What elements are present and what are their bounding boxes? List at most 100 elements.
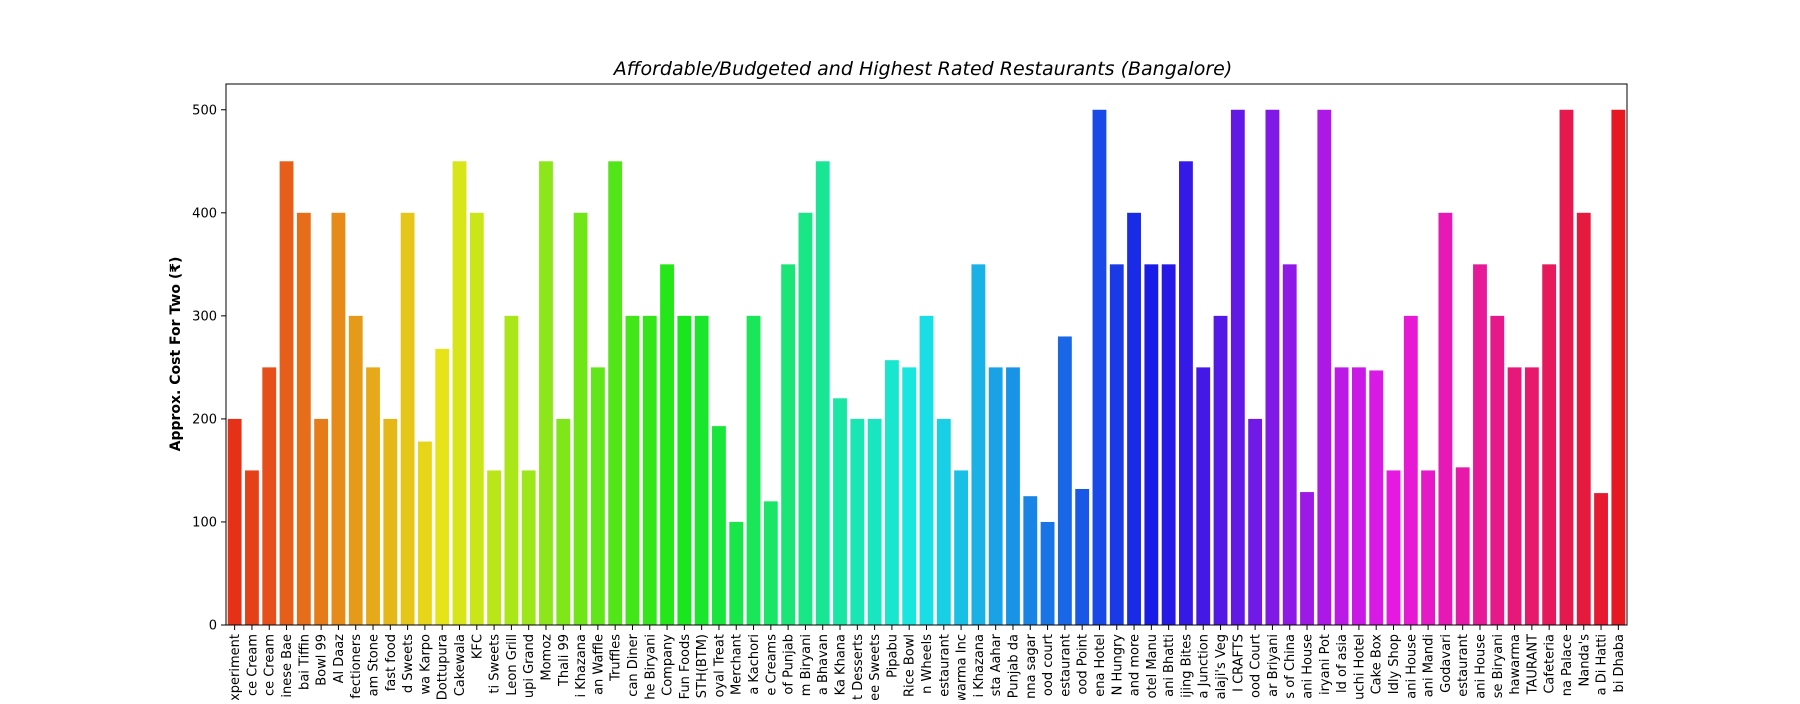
bar xyxy=(556,418,571,625)
bar xyxy=(245,470,259,625)
x-tick-label: of Punjab xyxy=(782,634,797,695)
bar xyxy=(452,161,467,626)
bar xyxy=(1196,367,1211,625)
x-tick-label: ar Briyani xyxy=(1266,634,1281,697)
bar xyxy=(1282,264,1297,625)
x-tick-label: estaurant xyxy=(937,634,952,697)
x-tick-label: xperiment xyxy=(228,634,243,700)
x-tick-label: ld of asia xyxy=(1335,634,1350,693)
bar xyxy=(573,212,588,626)
bar xyxy=(954,470,969,625)
bar xyxy=(1403,315,1418,625)
x-tick-label: ani House xyxy=(1473,634,1488,699)
bar xyxy=(1179,161,1193,626)
bar xyxy=(712,426,726,625)
x-tick-label: ani Mandi xyxy=(1422,634,1437,697)
x-tick-label: Rice Bowl xyxy=(903,634,918,697)
x-tick-label: warma Inc xyxy=(955,634,970,700)
bar xyxy=(1455,467,1470,625)
x-tick-label: n Wheels xyxy=(920,634,935,694)
x-tick-label: otel Manu xyxy=(1145,634,1160,698)
bar xyxy=(262,367,277,625)
bar xyxy=(660,264,674,625)
y-axis: 0 100 200 300 400 500 xyxy=(192,103,226,634)
x-tick-label: a Bhavan xyxy=(816,634,831,695)
bar xyxy=(314,418,329,625)
x-tick-label: ijing Bites xyxy=(1179,634,1194,698)
x-tick-label: ani House xyxy=(1301,634,1316,699)
x-tick-label: iryani Pot xyxy=(1318,634,1333,695)
x-tick-label: upi Grand xyxy=(522,634,537,698)
x-tick-label: inese Bae xyxy=(280,634,295,698)
x-tick-label: N Hungry xyxy=(1110,634,1125,696)
x-tick-label: estaurant xyxy=(1456,634,1471,697)
x-tick-label: i Khazana xyxy=(972,634,987,697)
x-tick-label: t Desserts xyxy=(851,634,866,700)
y-tick-label: 200 xyxy=(192,412,217,427)
x-tick-label: TAURANT xyxy=(1525,634,1540,695)
bar xyxy=(1144,264,1159,625)
x-tick-label: a Kachori xyxy=(747,634,762,695)
x-tick-label: KFC xyxy=(470,634,485,659)
bars-group xyxy=(227,109,1626,626)
bar xyxy=(729,521,744,625)
x-tick-label: Punjab da xyxy=(1006,634,1021,698)
bar xyxy=(1213,315,1228,625)
x-tick-label: se Biryani xyxy=(1491,634,1506,698)
bar xyxy=(400,212,415,626)
x-tick-label: estaurant xyxy=(1058,634,1073,697)
bar xyxy=(383,418,398,625)
bar xyxy=(366,367,380,625)
x-tick-label: can Diner xyxy=(626,633,641,696)
x-tick-label: m Biryani xyxy=(799,634,814,696)
x-tick-label: Al Daaz xyxy=(332,634,347,684)
bar xyxy=(1611,109,1626,625)
x-tick-label: ood Court xyxy=(1249,634,1264,698)
x-tick-label: Cafeteria xyxy=(1543,634,1558,694)
bar xyxy=(1542,264,1557,625)
bar xyxy=(763,501,778,625)
bar xyxy=(1127,212,1141,626)
x-tick-label: i Khazana xyxy=(574,634,589,697)
x-tick-label: wa Karpo xyxy=(418,634,433,695)
y-tick-label: 500 xyxy=(192,103,217,118)
x-tick-label: ani Bhatti xyxy=(1162,634,1177,697)
bar xyxy=(884,360,899,625)
x-tick-label: nna sagar xyxy=(1024,633,1039,699)
bar xyxy=(1507,367,1522,625)
bar xyxy=(1576,212,1591,626)
bar xyxy=(1524,367,1539,625)
bar xyxy=(971,264,986,625)
bar xyxy=(296,212,311,626)
bar xyxy=(833,398,847,625)
x-axis: xperiment ce Cream ce Cream inese Bae bai Ti… xyxy=(228,625,1627,702)
x-tick-label: d Sweets xyxy=(401,634,416,693)
x-tick-label: Dottupura xyxy=(436,634,451,700)
y-tick-label: 0 xyxy=(209,619,217,634)
x-tick-label: Momoz xyxy=(539,634,554,681)
x-tick-label: bi Dhaba xyxy=(1612,634,1627,692)
bar xyxy=(331,212,346,626)
x-tick-label: ood Point xyxy=(1076,634,1091,695)
x-tick-label: Company xyxy=(661,634,676,696)
bar xyxy=(781,264,796,625)
bar xyxy=(1161,264,1176,625)
x-tick-label: sta Aahar xyxy=(989,633,1004,696)
bar xyxy=(487,470,502,625)
bar xyxy=(1057,336,1072,625)
x-tick-label: alaji's Veg xyxy=(1214,634,1229,699)
bar xyxy=(677,315,692,625)
bar xyxy=(279,161,294,626)
bar xyxy=(746,315,761,625)
bar xyxy=(1317,109,1332,625)
x-tick-label: STH(BTM) xyxy=(695,634,710,698)
x-tick-label: an Waffle xyxy=(591,634,606,695)
bar xyxy=(1559,109,1574,625)
bar xyxy=(1265,109,1280,625)
bar xyxy=(521,470,536,625)
bar xyxy=(1075,488,1090,625)
bar xyxy=(469,212,484,626)
x-tick-label: he Biryani xyxy=(643,634,658,700)
bar xyxy=(1490,315,1505,625)
